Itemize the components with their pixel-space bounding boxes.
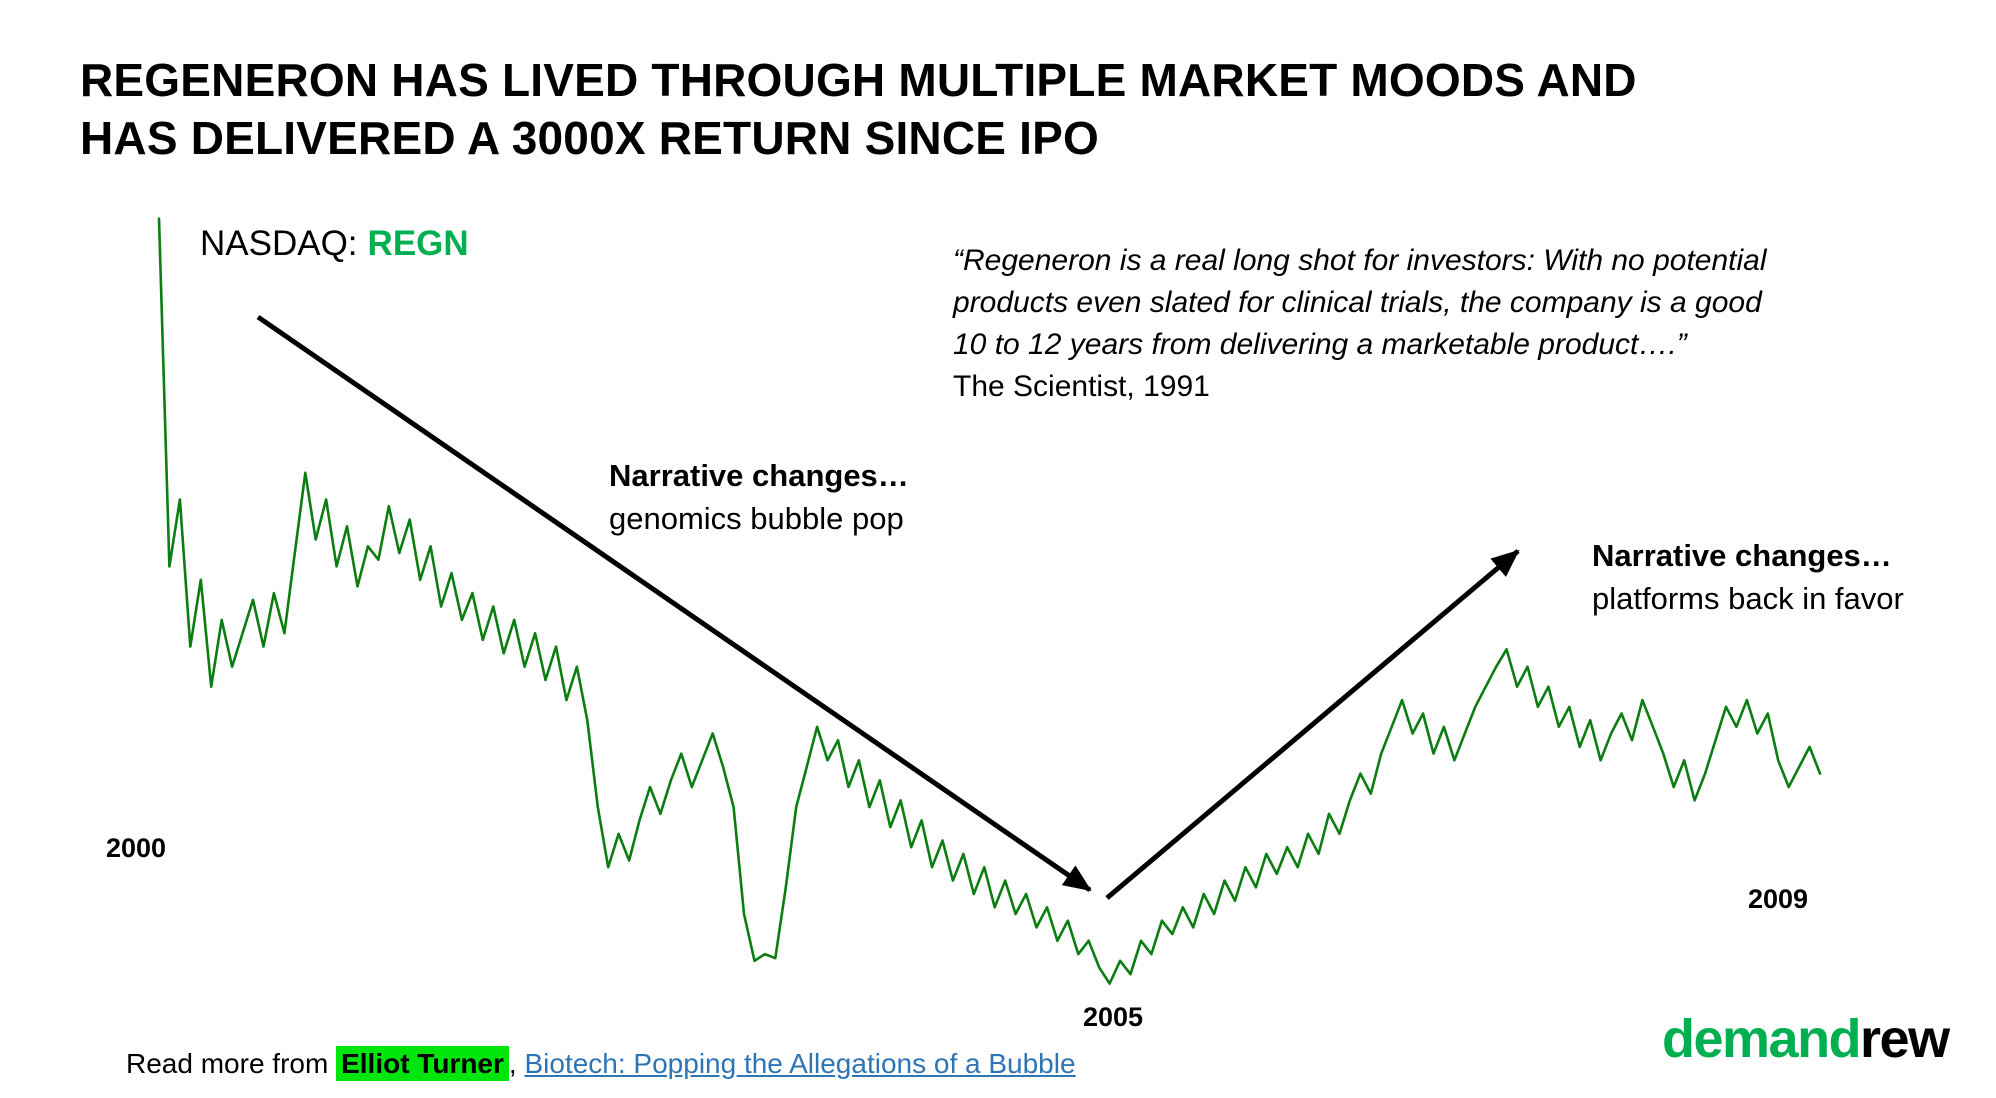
arrow-platforms-back-in-favor [1105,549,1520,900]
quote-attribution: The Scientist, 1991 [953,370,1210,403]
logo-black-part: rew [1860,1009,1950,1069]
x-tick-2009: 2009 [1748,884,1809,914]
arrow-genomics-bubble-pop [256,314,1092,893]
slide-title-line-1: REGENERON HAS LIVED THROUGH MULTIPLE MAR… [80,54,1637,106]
price-line-series [157,217,1822,985]
logo-green-part: demand [1662,1009,1862,1069]
ticker-symbol: REGN [367,224,469,263]
quote-line-3: 10 to 12 years from delivering a marketa… [953,328,1687,361]
annotation-genomics-bubble: Narrative changes… genomics bubble pop [609,455,909,541]
annotation-platforms-subtitle: platforms back in favor [1592,580,1904,616]
ticker-label: NASDAQ: REGN [200,224,469,264]
slide-title-line-2: HAS DELIVERED A 3000X RETURN SINCE IPO [80,111,1099,164]
footer-separator: , [508,1048,525,1079]
annotation-platforms-favor: Narrative changes… platforms back in fav… [1592,535,1904,621]
quote-line-1: “Regeneron is a real long shot for inves… [953,244,1767,277]
annotation-genomics-subtitle: genomics bubble pop [609,500,904,536]
x-tick-2000: 2000 [106,833,167,863]
press-quote: “Regeneron is a real long shot for inves… [953,240,1933,408]
article-link[interactable]: Biotech: Popping the Allegations of a Bu… [524,1048,1076,1079]
slide-title: REGENERON HAS LIVED THROUGH MULTIPLE MAR… [80,52,1920,168]
footer-prefix: Read more from [126,1048,337,1079]
author-highlight: Elliot Turner [336,1046,509,1081]
ticker-exchange: NASDAQ: [200,224,358,263]
x-tick-2005: 2005 [1083,1002,1144,1032]
read-more-footer: Read more from Elliot Turner, Biotech: P… [126,1046,1076,1081]
demanddrew-logo: demandrew [1662,1008,1950,1070]
annotation-genomics-title: Narrative changes… [609,458,909,493]
annotation-platforms-title: Narrative changes… [1592,538,1892,573]
quote-line-2: products even slated for clinical trials… [953,286,1762,319]
